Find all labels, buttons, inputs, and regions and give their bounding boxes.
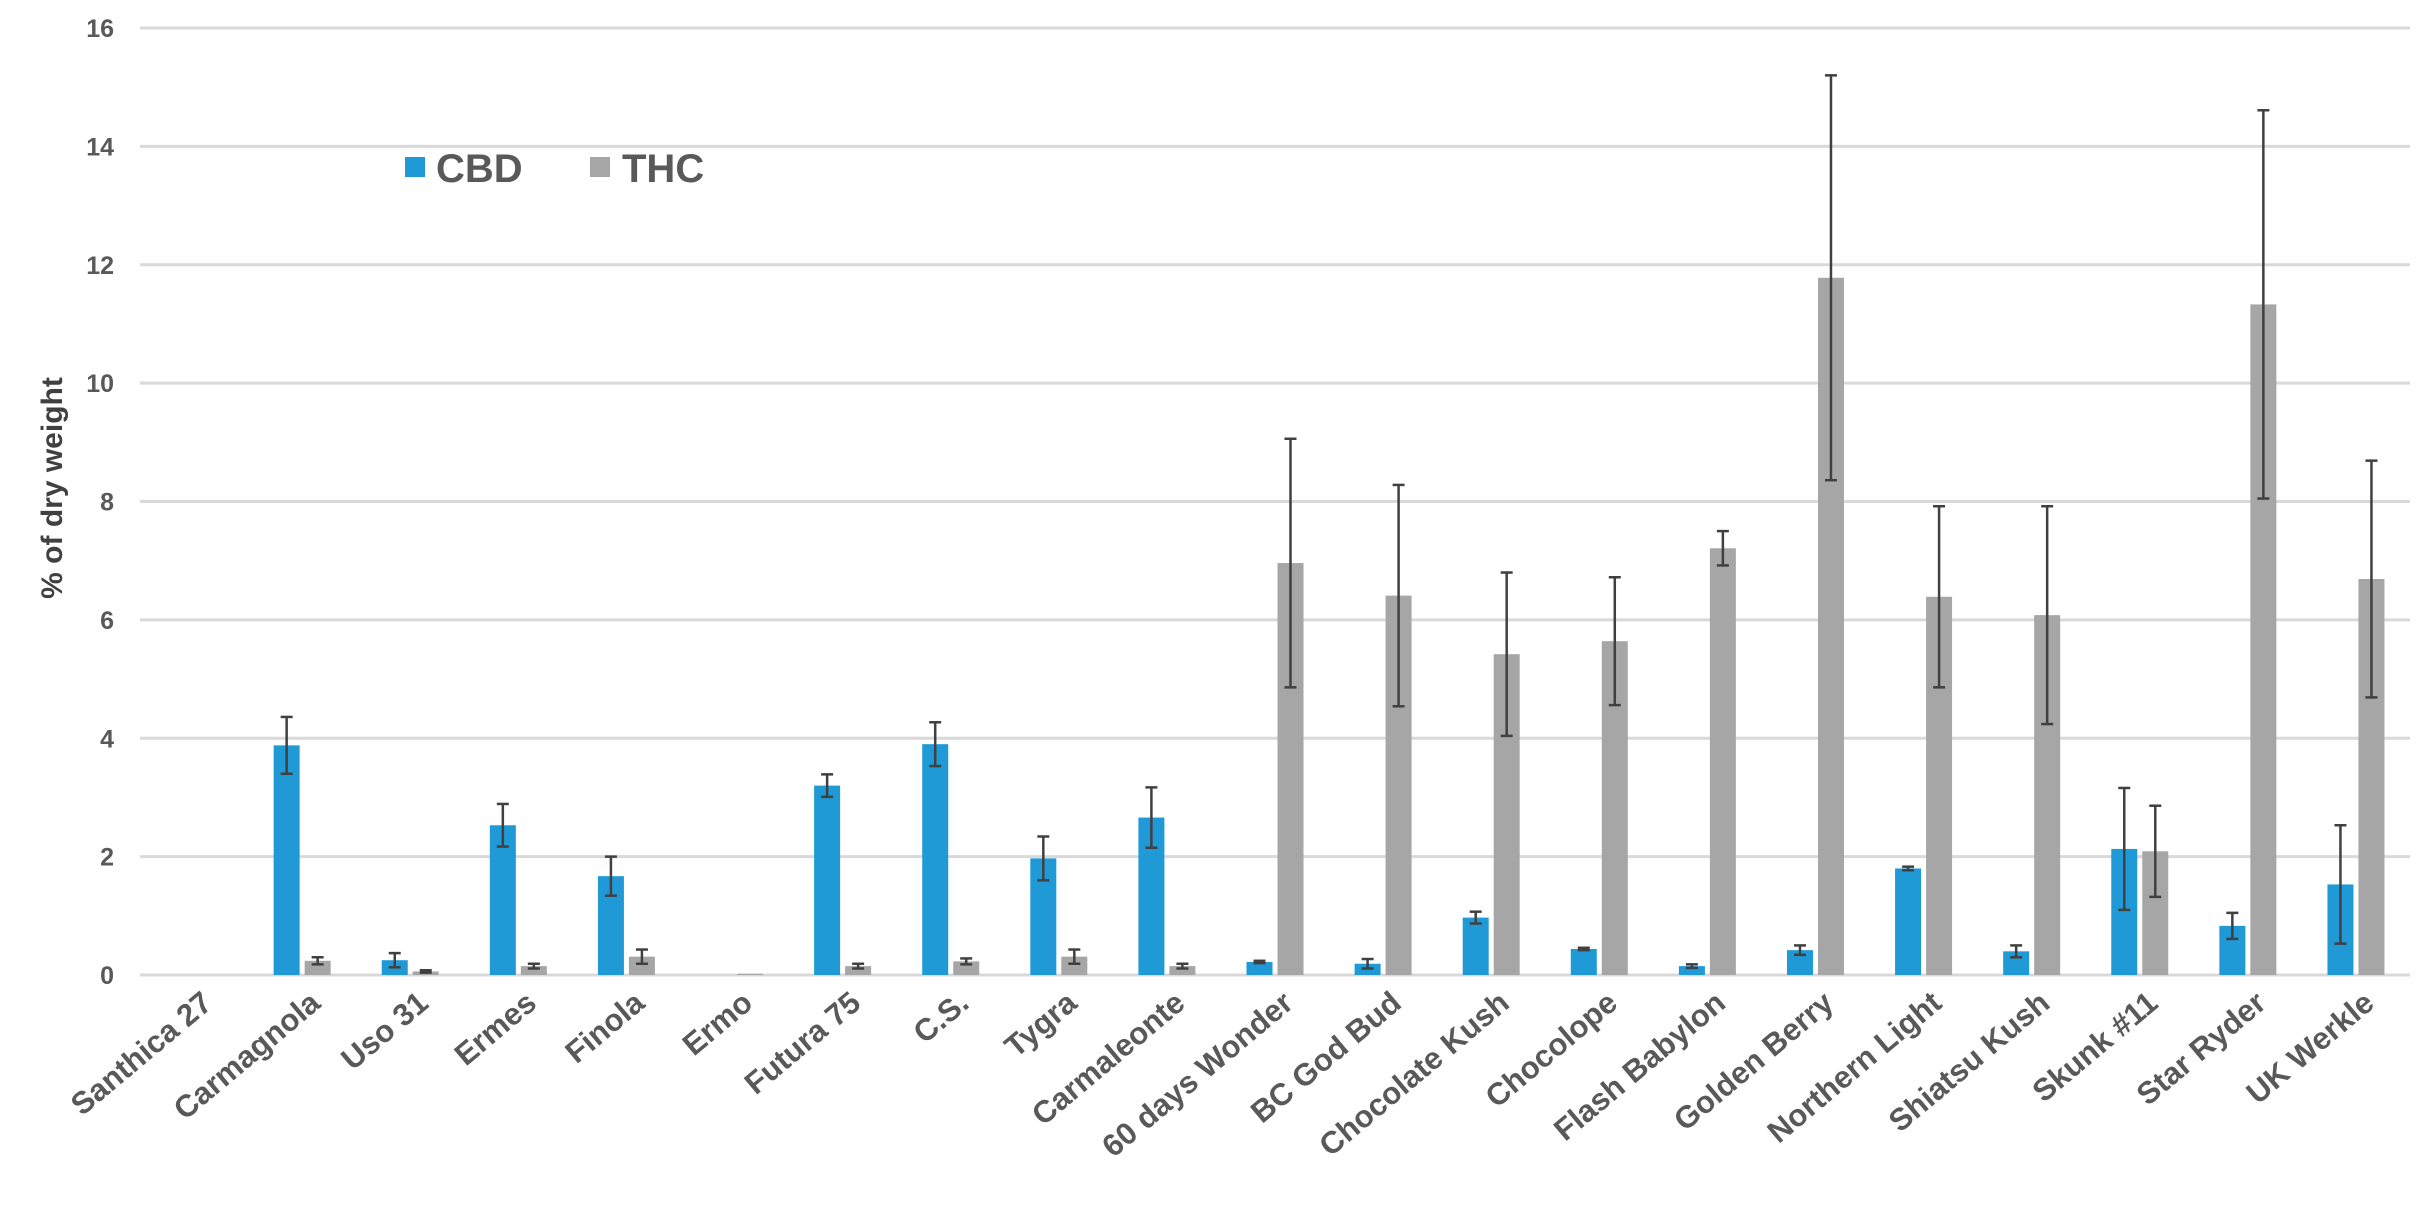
bar-thc-flash-babylon bbox=[1709, 548, 1736, 975]
bar-cbd-60-days-wonder bbox=[1246, 961, 1273, 975]
bar-cbd-chocolope bbox=[1570, 948, 1597, 975]
x-category-label-uso-31: Uso 31 bbox=[334, 985, 434, 1077]
x-category-label-tygra: Tygra bbox=[998, 984, 1084, 1064]
error-bar-cbd-c-s bbox=[929, 721, 942, 768]
error-bar-cbd-flash-babylon bbox=[1685, 963, 1698, 970]
y-axis-ticks: 0 2 4 6 8 10 12 14 16 bbox=[86, 15, 114, 990]
bar-thc-ermo bbox=[737, 973, 764, 975]
x-category-label-futura-75: Futura 75 bbox=[738, 985, 867, 1102]
error-bar-thc-star-ryder bbox=[2257, 109, 2270, 500]
x-category-label-chocolate-kush: Chocolate Kush bbox=[1312, 985, 1515, 1163]
error-bar-thc-c-s bbox=[960, 957, 973, 966]
error-bar-thc-finola bbox=[635, 948, 648, 966]
legend-swatch-thc bbox=[590, 157, 610, 177]
error-bar-thc-skunk-11 bbox=[2149, 804, 2162, 899]
bar-cbd-futura-75 bbox=[814, 785, 841, 975]
error-bar-thc-flash-babylon bbox=[1716, 529, 1729, 567]
error-bar-cbd-chocolate-kush bbox=[1469, 910, 1482, 925]
x-category-label-finola: Finola bbox=[559, 984, 652, 1070]
error-bar-thc-futura-75 bbox=[852, 962, 865, 970]
error-bar-cbd-chocolope bbox=[1577, 946, 1590, 952]
y-tick-label-2: 2 bbox=[100, 844, 114, 872]
legend-label-thc: THC bbox=[622, 147, 704, 191]
error-bar-thc-golden-berry bbox=[1824, 74, 1837, 482]
y-tick-label-16: 16 bbox=[86, 15, 114, 43]
error-bar-thc-chocolope bbox=[1608, 576, 1621, 707]
error-bar-cbd-finola bbox=[604, 855, 617, 897]
error-bar-cbd-uso-31 bbox=[388, 951, 401, 969]
error-bar-cbd-carmagnola bbox=[280, 715, 293, 776]
x-category-label-ermes: Ermes bbox=[448, 985, 543, 1073]
error-bar-cbd-uk-werkle bbox=[2334, 824, 2347, 945]
bar-cbd-carmagnola bbox=[273, 745, 300, 975]
error-bar-thc-tygra bbox=[1068, 948, 1081, 966]
error-bar-cbd-star-ryder bbox=[2226, 911, 2239, 941]
gridlines bbox=[140, 26, 2410, 977]
error-bar-cbd-golden-berry bbox=[1793, 944, 1806, 957]
bar-cbd-flash-babylon bbox=[1678, 966, 1705, 975]
bar-thc-carmagnola bbox=[304, 960, 331, 975]
error-bar-thc-uk-werkle bbox=[2365, 459, 2378, 699]
bar-cbd-northern-light bbox=[1895, 868, 1922, 975]
error-bars bbox=[280, 74, 2378, 974]
error-bar-thc-northern-light bbox=[1933, 504, 1946, 689]
y-tick-label-4: 4 bbox=[100, 725, 114, 753]
y-axis-title: % of dry weight bbox=[36, 377, 69, 599]
legend-label-cbd: CBD bbox=[436, 147, 523, 191]
error-bar-thc-carmaleonte bbox=[1176, 962, 1189, 970]
bar-cbd-shiatsu-kush bbox=[2003, 951, 2030, 975]
error-bar-thc-60-days-wonder bbox=[1284, 437, 1297, 689]
y-tick-label-6: 6 bbox=[100, 607, 114, 635]
y-tick-label-0: 0 bbox=[100, 962, 114, 990]
error-bar-thc-bc-god-bud bbox=[1392, 483, 1405, 708]
error-bar-cbd-tygra bbox=[1037, 835, 1050, 882]
legend: CBD THC bbox=[405, 147, 704, 191]
error-bar-cbd-bc-god-bud bbox=[1361, 957, 1374, 970]
error-bar-thc-uso-31 bbox=[419, 969, 432, 974]
x-category-label-60-days-wonder: 60 days Wonder bbox=[1095, 985, 1299, 1164]
error-bar-cbd-60-days-wonder bbox=[1253, 959, 1266, 965]
error-bar-thc-chocolate-kush bbox=[1500, 571, 1513, 738]
error-bar-thc-ermes bbox=[527, 962, 540, 970]
bar-thc-c-s bbox=[953, 961, 980, 975]
bar-thc-futura-75 bbox=[845, 966, 872, 975]
y-tick-label-10: 10 bbox=[86, 370, 114, 398]
error-bar-thc-shiatsu-kush bbox=[2041, 504, 2054, 726]
y-tick-label-12: 12 bbox=[86, 252, 114, 280]
bar-cbd-c-s bbox=[922, 744, 949, 975]
bar-thc-ermes bbox=[520, 966, 547, 975]
y-tick-label-14: 14 bbox=[86, 133, 114, 161]
error-bar-cbd-carmaleonte bbox=[1145, 786, 1158, 849]
x-category-label-c-s: C.S. bbox=[907, 985, 976, 1051]
legend-swatch-cbd bbox=[405, 157, 425, 177]
bar-thc-finola bbox=[628, 956, 655, 975]
error-bar-cbd-skunk-11 bbox=[2118, 786, 2131, 912]
error-bar-cbd-northern-light bbox=[1902, 865, 1915, 872]
y-tick-label-8: 8 bbox=[100, 489, 114, 517]
error-bar-thc-carmagnola bbox=[311, 955, 324, 966]
bar-cbd-chocolate-kush bbox=[1462, 917, 1489, 975]
bar-thc-carmaleonte bbox=[1169, 966, 1196, 975]
bar-thc-tygra bbox=[1061, 956, 1088, 975]
bar-cbd-ermes bbox=[489, 825, 516, 975]
error-bar-cbd-shiatsu-kush bbox=[2010, 944, 2023, 959]
error-bar-cbd-ermes bbox=[496, 802, 509, 848]
x-category-label-ermo: Ermo bbox=[676, 985, 759, 1063]
error-bar-cbd-futura-75 bbox=[821, 773, 834, 799]
